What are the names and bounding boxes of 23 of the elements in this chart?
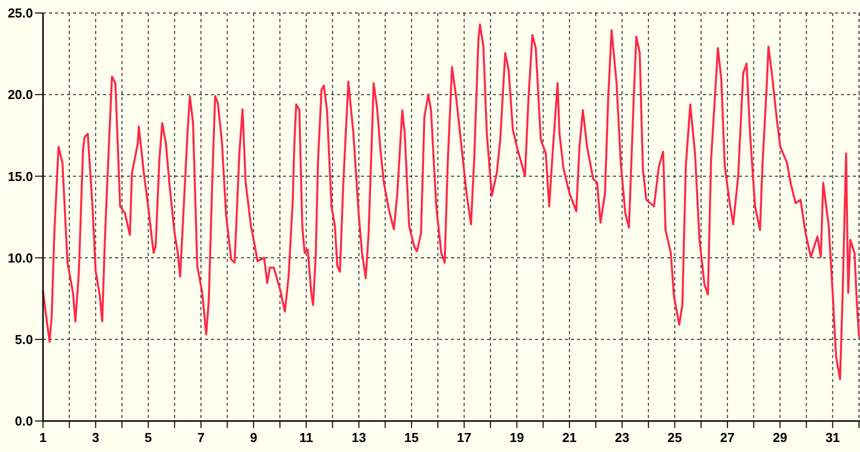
x-tick-label: 9 xyxy=(250,430,258,445)
x-tick-label: 25 xyxy=(668,430,682,445)
x-tick-label: 23 xyxy=(614,430,630,445)
y-tick-label: 5.0 xyxy=(14,332,33,347)
y-tick-label: 15.0 xyxy=(8,168,33,184)
x-tick-label: 7 xyxy=(197,430,205,445)
y-tick-label: 10.0 xyxy=(8,250,33,266)
line-series xyxy=(42,23,860,380)
x-tick-label: 27 xyxy=(720,430,735,445)
x-tick-label: 13 xyxy=(352,430,366,445)
x-tick-label: 21 xyxy=(562,430,577,445)
x-tick-label: 3 xyxy=(92,430,100,445)
x-tick-label: 1 xyxy=(39,430,47,445)
x-tick-label: 15 xyxy=(404,430,419,445)
x-tick-label: 17 xyxy=(456,430,472,445)
x-tick-label: 31 xyxy=(825,430,840,445)
y-tick-label: 25.0 xyxy=(8,6,33,21)
x-tick-label: 29 xyxy=(772,430,788,445)
x-tick-label: 5 xyxy=(144,430,152,445)
y-tick-label: 20.0 xyxy=(8,87,33,102)
x-tick-label: 11 xyxy=(299,430,314,445)
x-tick-label: 19 xyxy=(510,430,524,445)
y-tick-label: 0.0 xyxy=(14,414,33,429)
